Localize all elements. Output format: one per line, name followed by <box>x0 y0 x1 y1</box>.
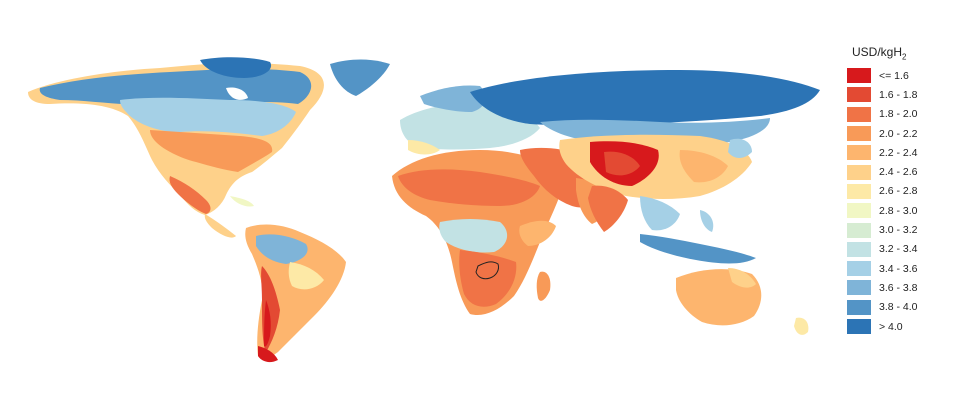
legend-label: 2.8 - 3.0 <box>879 204 918 217</box>
region-south-america <box>245 224 346 363</box>
legend-entry: 2.6 - 2.8 <box>840 182 960 201</box>
legend-label: 3.2 - 3.4 <box>879 243 918 256</box>
legend-label: 1.8 - 2.0 <box>879 108 918 121</box>
region-greenland <box>330 59 390 96</box>
legend-label: 3.4 - 3.6 <box>879 262 918 275</box>
legend-entry: 2.4 - 2.6 <box>840 162 960 181</box>
legend-swatch <box>847 106 871 122</box>
legend-swatch <box>847 145 871 161</box>
legend-label: 3.6 - 3.8 <box>879 281 918 294</box>
legend-swatch <box>847 261 871 277</box>
legend-entry: > 4.0 <box>840 317 960 336</box>
region-australia <box>676 268 809 335</box>
legend-title-subscript: 2 <box>902 52 907 62</box>
legend-swatch <box>847 183 871 199</box>
legend-swatch <box>847 299 871 315</box>
legend-title-main: USD/kgH <box>852 45 903 59</box>
country-outline-zambia <box>475 261 499 280</box>
legend-entry: 3.2 - 3.4 <box>840 240 960 259</box>
legend-swatch <box>847 280 871 296</box>
legend: USD/kgH2 <= 1.6 1.6 - 1.8 1.8 - 2.0 2.0 - 2… <box>840 44 960 336</box>
legend-label: 1.6 - 1.8 <box>879 88 918 101</box>
legend-swatch <box>847 241 871 257</box>
legend-entry: 2.8 - 3.0 <box>840 201 960 220</box>
legend-swatch <box>847 68 871 84</box>
legend-label: 2.2 - 2.4 <box>879 146 918 159</box>
legend-swatch <box>847 203 871 219</box>
region-north-america <box>28 57 324 238</box>
legend-label: 3.8 - 4.0 <box>879 301 918 314</box>
region-east-asia <box>559 134 752 199</box>
legend-swatch <box>847 164 871 180</box>
legend-label: > 4.0 <box>879 320 903 333</box>
legend-label: 2.4 - 2.6 <box>879 166 918 179</box>
legend-entry: <= 1.6 <box>840 66 960 85</box>
legend-swatch <box>847 126 871 142</box>
legend-entry: 1.6 - 1.8 <box>840 85 960 104</box>
legend-label: 2.0 - 2.2 <box>879 127 918 140</box>
legend-entry: 3.4 - 3.6 <box>840 259 960 278</box>
legend-entry: 2.0 - 2.2 <box>840 124 960 143</box>
region-india <box>588 185 628 232</box>
legend-title: USD/kgH2 <box>852 44 960 66</box>
legend-label: 3.0 - 3.2 <box>879 224 918 237</box>
legend-label: <= 1.6 <box>879 69 909 82</box>
legend-entry: 1.8 - 2.0 <box>840 105 960 124</box>
legend-swatch <box>847 222 871 238</box>
region-africa <box>392 150 566 316</box>
legend-entries: <= 1.6 1.6 - 1.8 1.8 - 2.0 2.0 - 2.2 2.2 - 2… <box>840 66 960 336</box>
legend-swatch <box>847 87 871 103</box>
legend-label: 2.6 - 2.8 <box>879 185 918 198</box>
legend-entry: 3.6 - 3.8 <box>840 278 960 297</box>
legend-swatch <box>847 319 871 334</box>
legend-entry: 3.8 - 4.0 <box>840 298 960 317</box>
legend-entry: 2.2 - 2.4 <box>840 143 960 162</box>
legend-entry: 3.0 - 3.2 <box>840 220 960 239</box>
region-southeast-asia <box>640 196 756 264</box>
